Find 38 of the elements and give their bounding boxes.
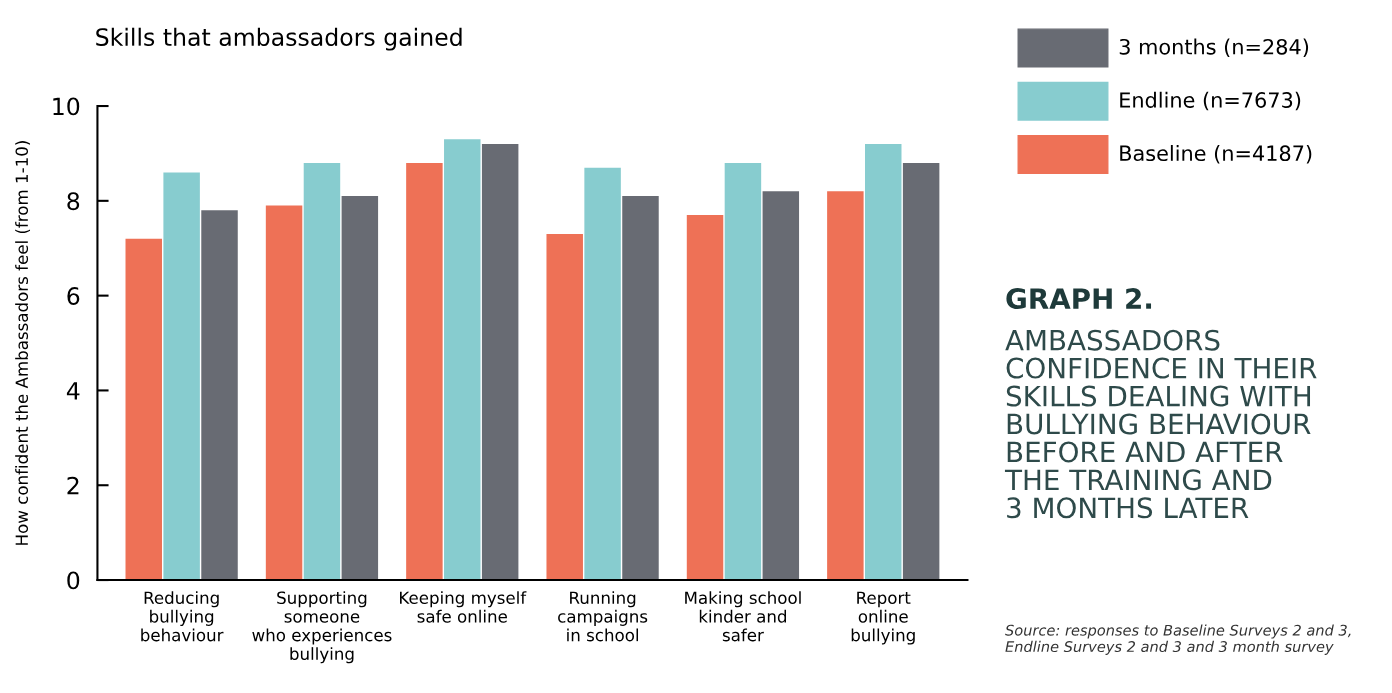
y-axis-title: How confident the Ambassadors feel (from 1-10)	[15, 141, 31, 545]
bar	[341, 196, 379, 581]
bar	[201, 210, 238, 581]
bar	[724, 162, 762, 581]
bar	[762, 191, 800, 581]
y-tick-label: 0	[67, 571, 80, 590]
text: AMBASSADORS CONFIDENCE IN THEIR SKILLS DEALING WITH BULLYING BEHAVIOUR BEFORE AND AFTER THE TRAINING AND 3 MONTHS LATER	[1004, 329, 1317, 519]
y-tick-label: 8	[67, 192, 80, 211]
y-tick-label: 2	[67, 476, 79, 495]
bar	[303, 162, 341, 581]
x-tick-label: Report online bullying	[851, 591, 915, 645]
y-tick-label: 4	[66, 382, 80, 400]
legend-label: Endline (n=7673)	[1120, 91, 1301, 111]
legend-label: 3 months (n=284)	[1119, 38, 1309, 58]
caption: GRAPH 2.	[1006, 288, 1152, 310]
bar	[406, 162, 443, 581]
x-tick-label: Running campaigns in school	[558, 591, 648, 642]
bar	[481, 143, 519, 581]
bar	[265, 205, 303, 581]
legend-label: Baseline (n=4187)	[1120, 144, 1312, 164]
y-tick-label: 6	[67, 287, 80, 305]
bar	[622, 196, 659, 581]
x-tick-label: Supporting someone who experiences bullying	[252, 591, 392, 664]
source-note: Source: responses to Baseline Surveys 2 and 3, Endline Surveys 2 and 3 and 3 month survey	[1005, 624, 1351, 655]
bar	[865, 143, 902, 581]
bar	[163, 172, 200, 581]
chart-title: Skills that ambassadors gained	[96, 27, 462, 51]
bar	[125, 238, 162, 581]
bar	[444, 139, 481, 581]
x-tick-label: Keeping myself safe online	[400, 591, 527, 623]
x-tick-label: Reducing bullying behaviour	[141, 591, 224, 642]
bar	[827, 191, 864, 581]
bar	[902, 162, 940, 581]
bar	[584, 167, 621, 581]
bar	[686, 215, 724, 581]
bar	[546, 234, 583, 581]
x-tick-label: Making school kinder and safer	[685, 591, 801, 642]
y-tick-label: 10	[53, 97, 80, 116]
